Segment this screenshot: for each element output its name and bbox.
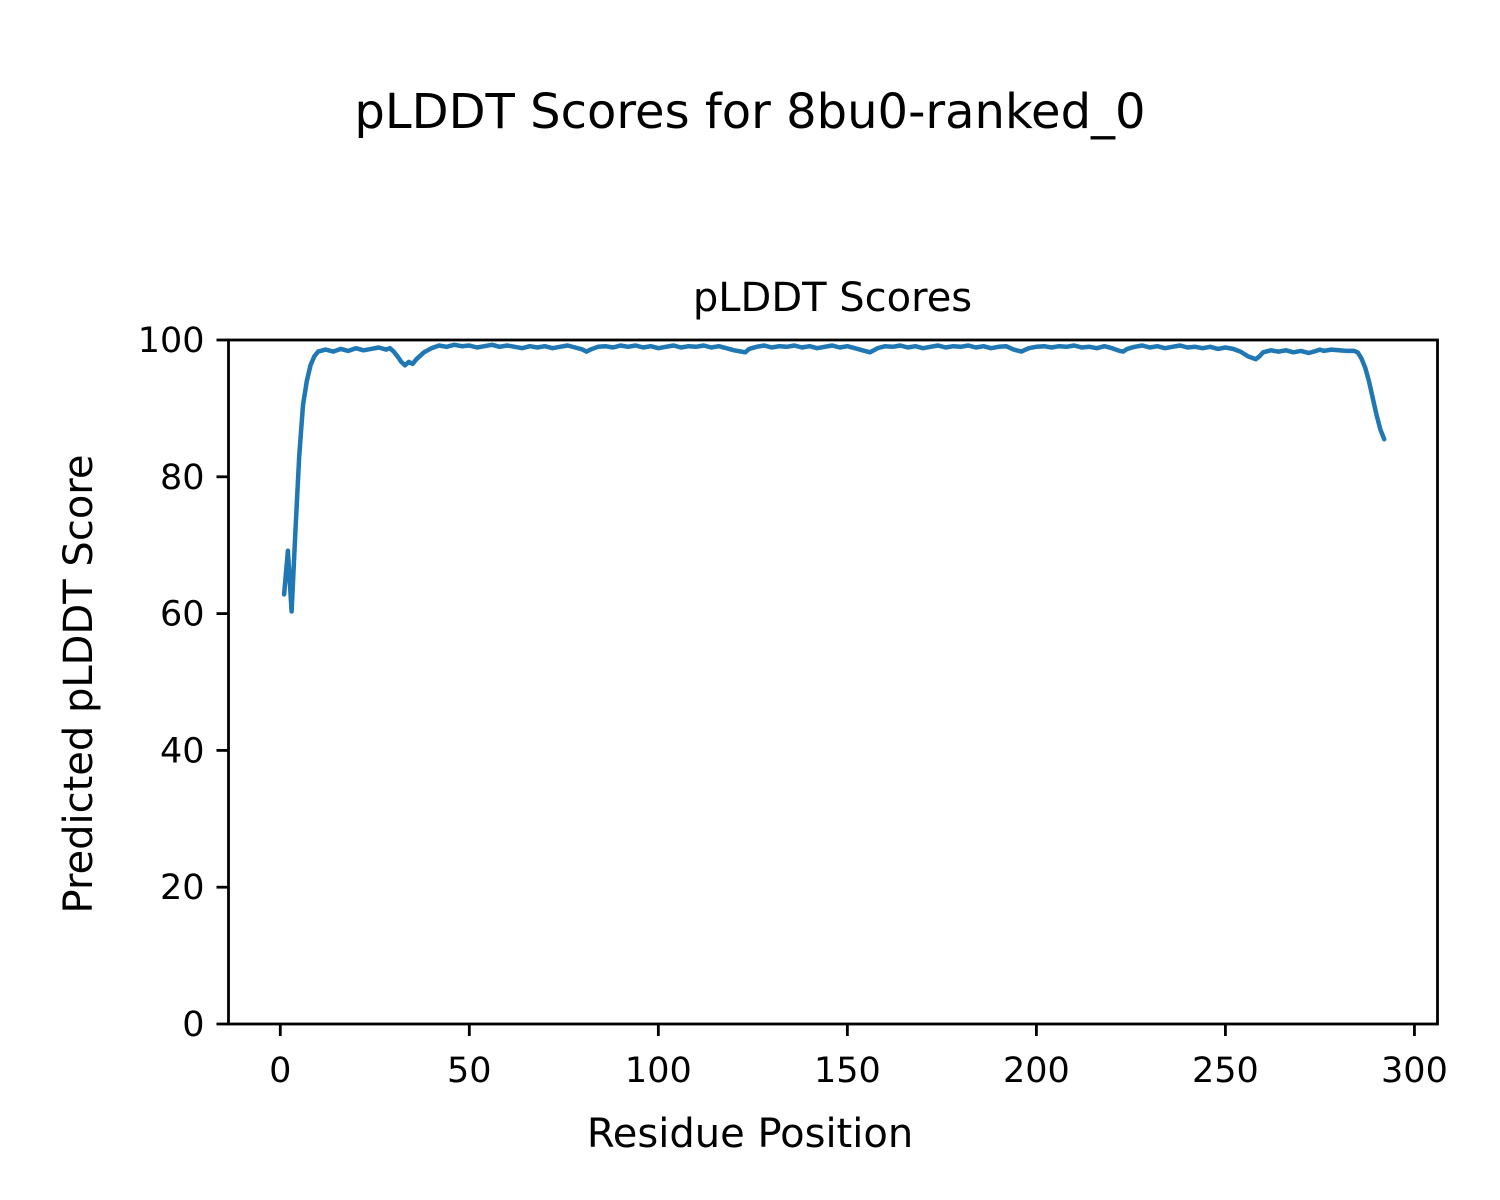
y-tick-label: 60 [160,595,205,635]
x-tick-label: 100 [625,1051,692,1091]
x-tick-label: 200 [1003,1051,1070,1091]
x-tick-label: 150 [814,1051,881,1091]
plddt-line [281,342,1387,614]
axes-title: pLDDT Scores [692,275,973,321]
x-tick-label: 250 [1192,1051,1259,1091]
x-tick-label: 300 [1381,1051,1448,1091]
y-tick-label: 80 [160,458,205,498]
x-tick-label: 50 [447,1051,492,1091]
y-tick-label: 0 [182,1005,204,1045]
y-tick-label: 20 [160,868,205,908]
x-tick-label: 0 [269,1051,291,1091]
figure-title: pLDDT Scores for 8bu0-ranked_0 [354,84,1146,140]
y-tick-label: 40 [160,731,205,771]
plot-border [227,338,1439,1026]
x-axis-label: Residue Position [586,1111,914,1157]
y-tick-label: 100 [138,321,205,361]
